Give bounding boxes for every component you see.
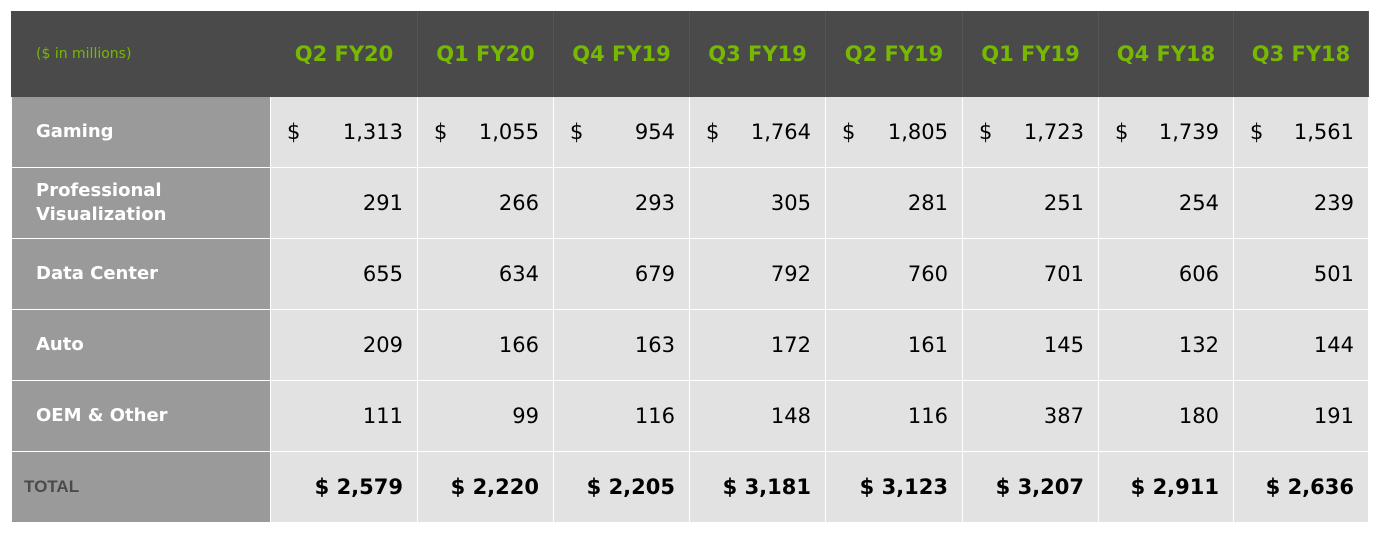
cell-value: 145 [962,309,1099,381]
cell-value: 161 [825,309,963,381]
table-row: OEM & Other 111 99 116 148 116 387 180 191 [11,380,1369,452]
cell-value: 266 [417,167,554,239]
cell-value: 163 [553,309,690,381]
cell-value: 1,561 [1293,120,1354,144]
cell-value: 655 [270,238,418,310]
segment-label: OEM & Other [11,380,271,452]
cell-value: 281 [825,167,963,239]
currency-symbol: $ [1115,120,1129,144]
currency-symbol: $ [706,120,720,144]
total-value: $ 2,911 [1098,451,1234,523]
total-value: $ 3,181 [689,451,826,523]
currency-cell: $1,805 [825,96,963,168]
column-header: Q4 FY19 [553,11,690,97]
cell-value: 293 [553,167,690,239]
cell-value: 1,764 [750,120,811,144]
segment-label: Data Center [11,238,271,310]
cell-value: 99 [417,380,554,452]
table-row: Professional Visualization 291 266 293 305 28… [11,167,1369,239]
table-row: Data Center 655 634 679 792 760 701 606 501 [11,238,1369,310]
cell-value: 501 [1233,238,1369,310]
cell-value: 191 [1233,380,1369,452]
column-header: Q3 FY18 [1233,11,1369,97]
column-header: Q2 FY20 [270,11,418,97]
cell-value: 606 [1098,238,1234,310]
total-label: TOTAL [11,451,271,523]
segment-label: Gaming [11,96,271,168]
cell-value: 387 [962,380,1099,452]
currency-cell: $1,739 [1098,96,1234,168]
currency-symbol: $ [287,120,301,144]
revenue-by-segment-table: ($ in millions) Q2 FY20 Q1 FY20 Q4 FY19 Q3 … [11,11,1369,523]
cell-value: 1,739 [1158,120,1219,144]
cell-value: 1,055 [478,120,539,144]
cell-value: 792 [689,238,826,310]
column-header: Q3 FY19 [689,11,826,97]
total-value: $ 2,579 [270,451,418,523]
table-body: Gaming $1,313 $1,055 $954 $1,764 $1,805 $1,723… [11,96,1369,523]
column-header: Q1 FY19 [962,11,1099,97]
header-row: ($ in millions) Q2 FY20 Q1 FY20 Q4 FY19 Q3 … [11,11,1369,97]
currency-symbol: $ [1250,120,1264,144]
column-header: Q4 FY18 [1098,11,1234,97]
column-header: Q1 FY20 [417,11,554,97]
cell-value: 254 [1098,167,1234,239]
cell-value: 291 [270,167,418,239]
cell-value: 954 [634,120,675,144]
cell-value: 148 [689,380,826,452]
cell-value: 1,723 [1023,120,1084,144]
cell-value: 111 [270,380,418,452]
cell-value: 132 [1098,309,1234,381]
currency-cell: $1,723 [962,96,1099,168]
cell-value: 634 [417,238,554,310]
table-row: Auto 209 166 163 172 161 145 132 144 [11,309,1369,381]
cell-value: 305 [689,167,826,239]
currency-cell: $1,764 [689,96,826,168]
cell-value: 1,313 [342,120,403,144]
total-value: $ 2,220 [417,451,554,523]
cell-value: 760 [825,238,963,310]
currency-cell: $1,055 [417,96,554,168]
currency-symbol: $ [979,120,993,144]
currency-symbol: $ [434,120,448,144]
total-row: TOTAL $ 2,579 $ 2,220 $ 2,205 $ 3,181 $ 3,123… [11,451,1369,523]
cell-value: 701 [962,238,1099,310]
cell-value: 251 [962,167,1099,239]
total-value: $ 2,636 [1233,451,1369,523]
cell-value: 116 [553,380,690,452]
segment-label: Auto [11,309,271,381]
units-label: ($ in millions) [11,11,271,97]
cell-value: 239 [1233,167,1369,239]
currency-symbol: $ [570,120,584,144]
cell-value: 144 [1233,309,1369,381]
table-row: Gaming $1,313 $1,055 $954 $1,764 $1,805 $1,723… [11,96,1369,168]
currency-cell: $954 [553,96,690,168]
cell-value: 172 [689,309,826,381]
total-value: $ 3,207 [962,451,1099,523]
cell-value: 166 [417,309,554,381]
currency-symbol: $ [842,120,856,144]
currency-cell: $1,561 [1233,96,1369,168]
total-value: $ 3,123 [825,451,963,523]
segment-label: Professional Visualization [11,167,271,239]
cell-value: 180 [1098,380,1234,452]
currency-cell: $1,313 [270,96,418,168]
cell-value: 116 [825,380,963,452]
column-header: Q2 FY19 [825,11,963,97]
cell-value: 209 [270,309,418,381]
cell-value: 679 [553,238,690,310]
total-value: $ 2,205 [553,451,690,523]
cell-value: 1,805 [887,120,948,144]
